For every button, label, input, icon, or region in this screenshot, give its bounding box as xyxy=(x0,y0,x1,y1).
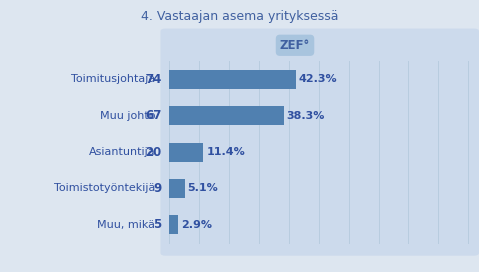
Bar xyxy=(169,143,204,162)
Text: 9: 9 xyxy=(153,182,161,195)
Bar xyxy=(169,215,178,234)
Text: 74: 74 xyxy=(145,73,161,86)
Text: 38.3%: 38.3% xyxy=(287,111,325,121)
Text: 42.3%: 42.3% xyxy=(299,75,337,84)
Bar xyxy=(169,179,184,198)
Text: ZEF°: ZEF° xyxy=(280,39,310,52)
Text: 20: 20 xyxy=(145,146,161,159)
Text: 5.1%: 5.1% xyxy=(187,183,218,193)
Bar xyxy=(169,106,284,125)
Text: Muu johto: Muu johto xyxy=(100,111,155,121)
Text: 5: 5 xyxy=(153,218,161,231)
Text: 2.9%: 2.9% xyxy=(181,220,212,230)
Text: Toimitusjohtaja: Toimitusjohtaja xyxy=(71,75,155,84)
Text: 4. Vastaajan asema yrityksessä: 4. Vastaajan asema yrityksessä xyxy=(141,10,338,23)
Bar xyxy=(169,70,296,89)
Text: Asiantuntija: Asiantuntija xyxy=(89,147,155,157)
Text: Toimistotyöntekijä: Toimistotyöntekijä xyxy=(54,183,155,193)
Text: Muu, mikä: Muu, mikä xyxy=(97,220,155,230)
Text: 11.4%: 11.4% xyxy=(206,147,245,157)
Text: 67: 67 xyxy=(145,109,161,122)
